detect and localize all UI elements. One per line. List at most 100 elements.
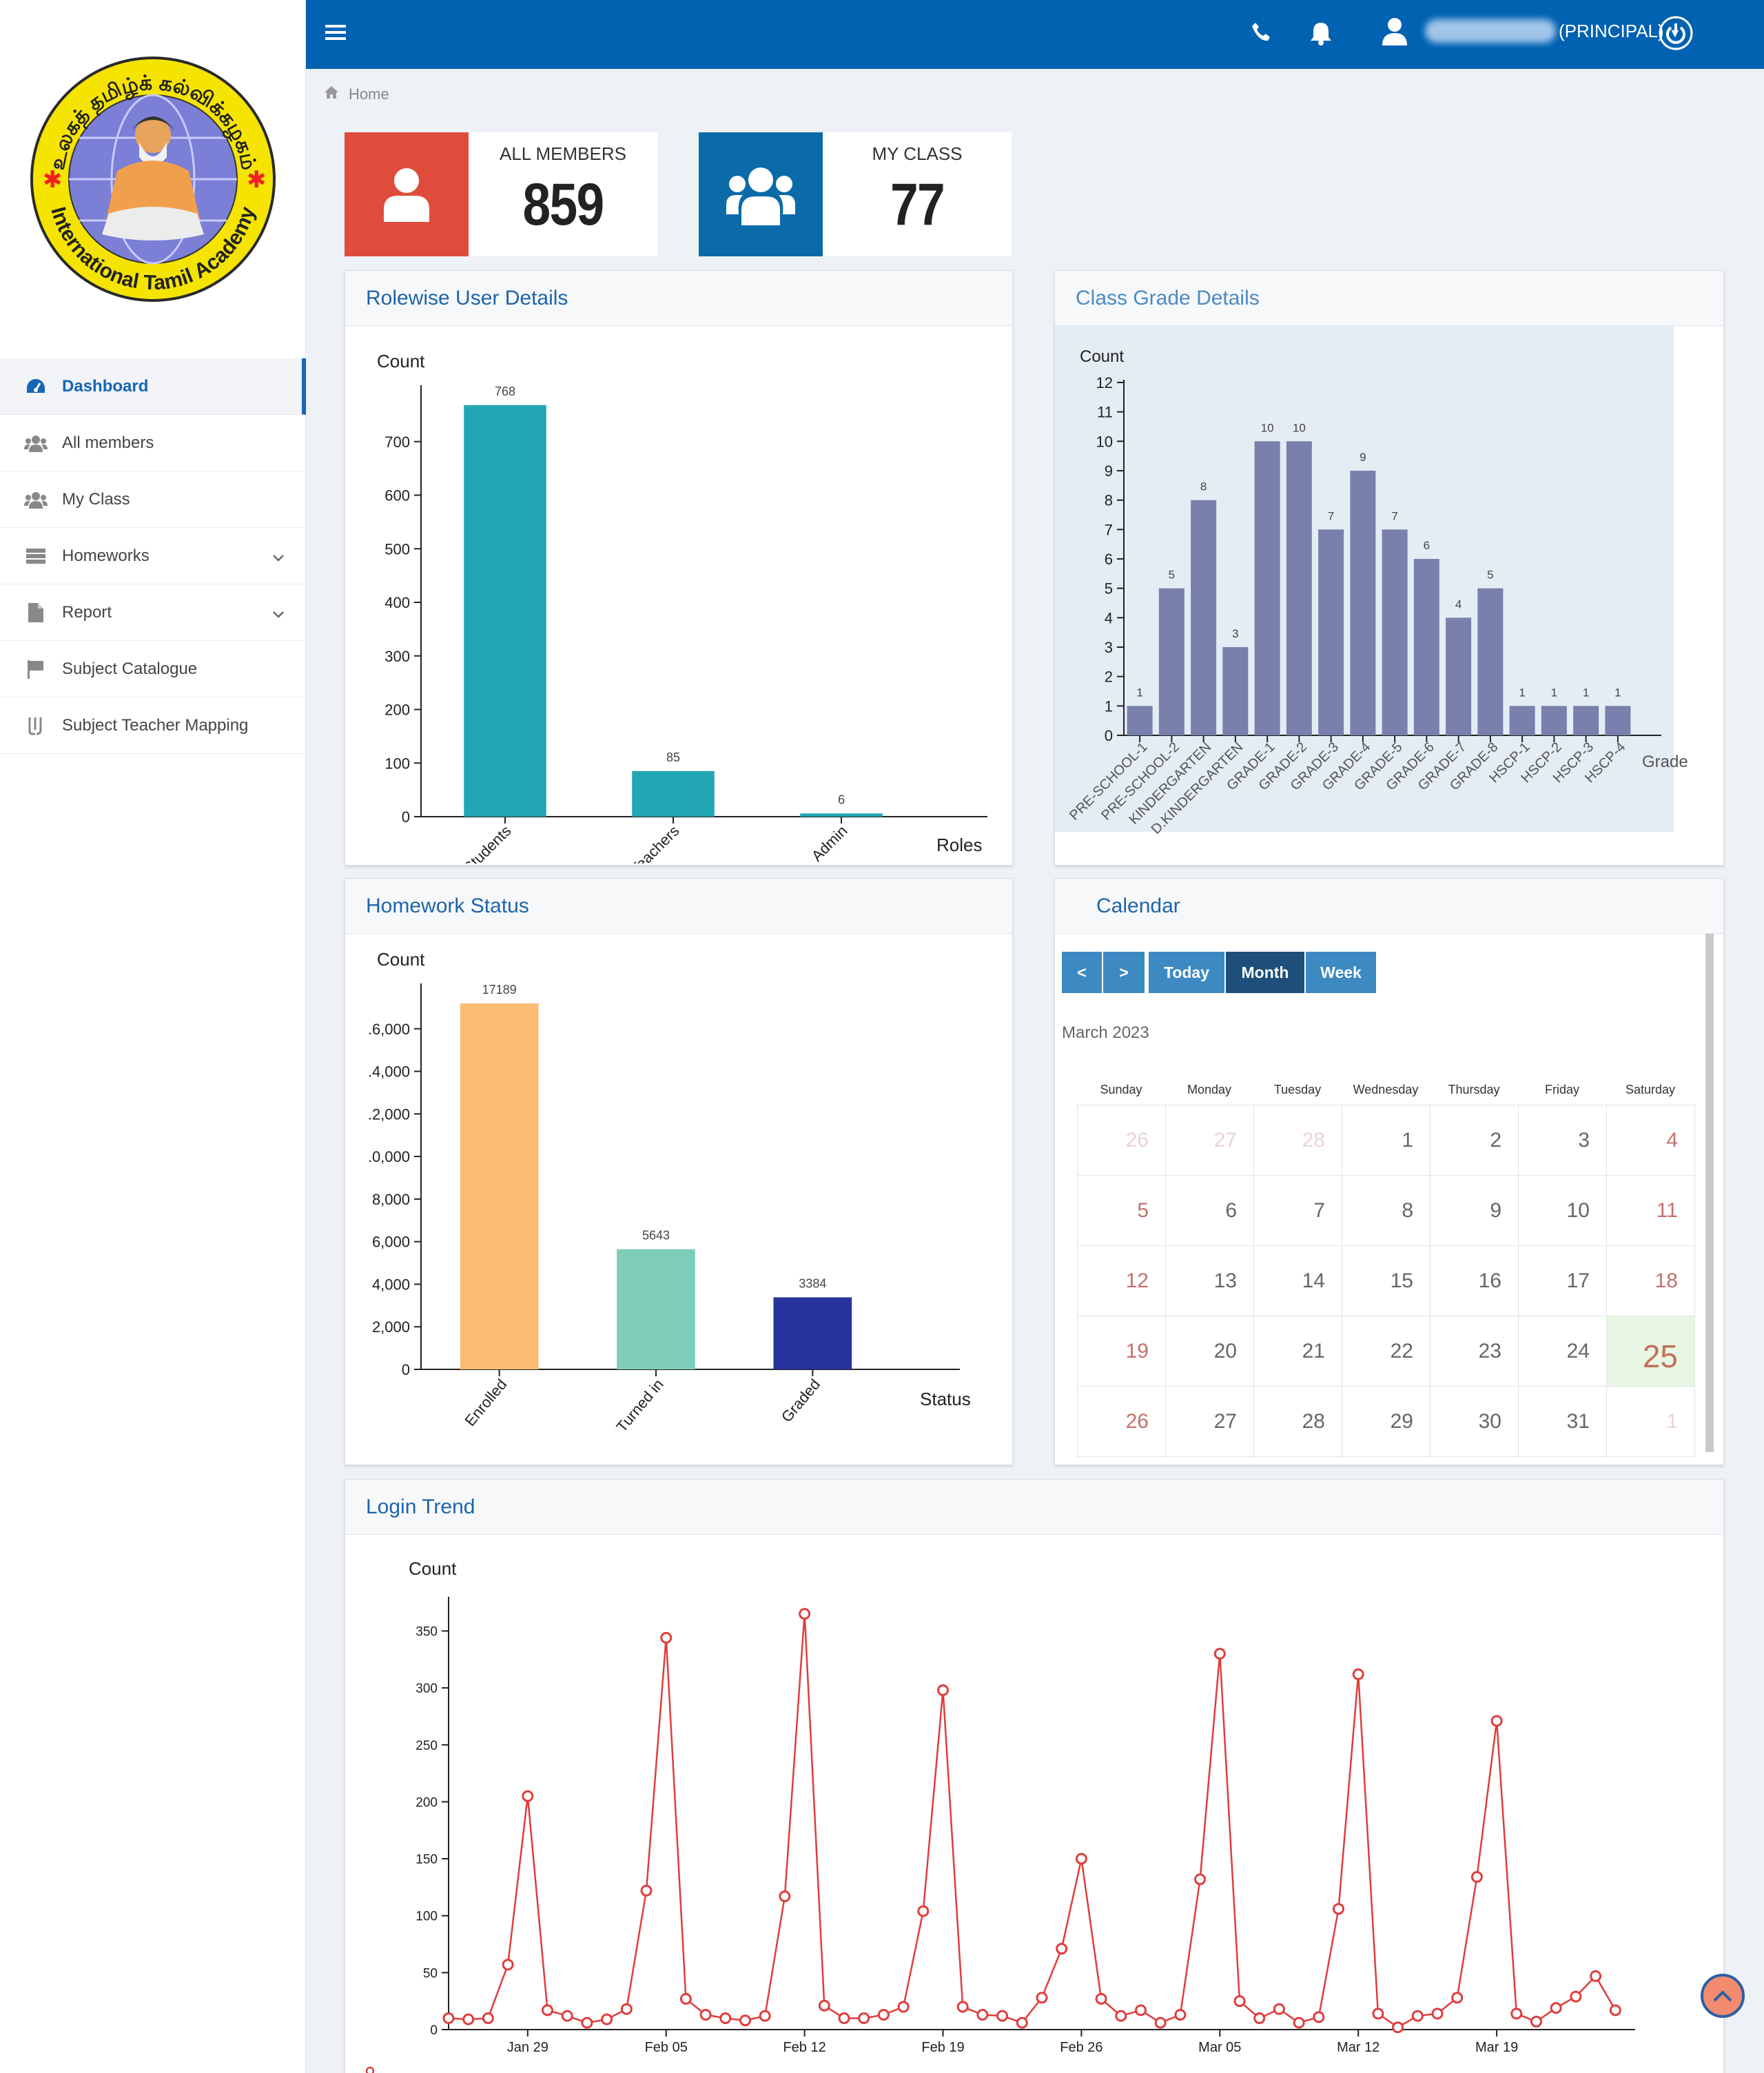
calendar-day[interactable]: 28 [1254, 1105, 1342, 1176]
data-point[interactable] [1530, 2015, 1542, 2028]
data-point[interactable] [601, 2013, 613, 2025]
calendar-day[interactable]: 22 [1342, 1316, 1430, 1387]
data-point[interactable] [1550, 2002, 1562, 2014]
data-point[interactable] [1590, 1970, 1602, 1982]
sidebar-item-all-members[interactable]: All members [0, 415, 306, 471]
data-point[interactable] [620, 2003, 633, 2015]
bar[interactable] [1509, 706, 1535, 735]
calendar-day[interactable]: 2 [1430, 1105, 1519, 1176]
data-point[interactable] [1609, 2004, 1621, 2016]
home-icon[interactable] [324, 85, 339, 103]
bar[interactable] [460, 1003, 539, 1369]
sidebar-item-dashboard[interactable]: Dashboard [0, 358, 306, 415]
sidebar-item-report[interactable]: Report [0, 584, 306, 641]
data-point[interactable] [1174, 2009, 1187, 2021]
data-point[interactable] [442, 2012, 455, 2024]
calendar-day[interactable]: 19 [1078, 1316, 1166, 1387]
calendar-day[interactable]: 4 [1607, 1105, 1695, 1176]
sidebar-item-subject-catalogue[interactable]: Subject Catalogue [0, 641, 306, 697]
data-point[interactable] [858, 2012, 870, 2024]
bar[interactable] [1541, 706, 1567, 735]
calendar-day[interactable]: 14 [1254, 1246, 1342, 1316]
calendar-day[interactable]: 26 [1078, 1105, 1166, 1176]
data-point[interactable] [1293, 2016, 1305, 2029]
data-point[interactable] [502, 1959, 514, 1971]
power-icon[interactable] [1658, 15, 1694, 54]
bar[interactable] [1127, 706, 1153, 735]
calendar-month-button[interactable]: Month [1226, 952, 1306, 993]
bar[interactable] [773, 1297, 852, 1369]
bar[interactable] [1382, 529, 1408, 735]
bar[interactable] [800, 813, 883, 817]
calendar-day[interactable]: 21 [1254, 1316, 1342, 1387]
scroll-to-top-button[interactable] [1701, 1974, 1745, 2018]
calendar-day[interactable]: 27 [1166, 1105, 1254, 1176]
sidebar-item-subject-teacher-mapping[interactable]: Subject Teacher Mapping [0, 697, 306, 754]
calendar-next-button[interactable]: > [1103, 952, 1146, 993]
calendar-day[interactable]: 3 [1519, 1105, 1607, 1176]
data-point[interactable] [1016, 2016, 1028, 2029]
data-point[interactable] [482, 2012, 494, 2024]
sidebar-item-homeworks[interactable]: Homeworks [0, 528, 306, 584]
data-point[interactable] [897, 2001, 910, 2013]
calendar-day[interactable]: 11 [1607, 1176, 1695, 1246]
data-point[interactable] [1392, 2021, 1404, 2034]
data-point[interactable] [976, 2009, 989, 2021]
data-point[interactable] [699, 2009, 712, 2021]
data-point[interactable] [1333, 1903, 1344, 1915]
sidebar-item-my-class[interactable]: My Class [0, 471, 306, 528]
data-point[interactable] [581, 2016, 593, 2029]
bar[interactable] [1350, 471, 1376, 735]
user-icon[interactable] [1381, 17, 1408, 49]
calendar-day[interactable]: 10 [1519, 1176, 1607, 1246]
calendar-day[interactable]: 8 [1342, 1176, 1430, 1246]
data-point[interactable] [1411, 2010, 1424, 2022]
data-point[interactable] [1115, 2010, 1127, 2022]
data-point[interactable] [522, 1790, 534, 1802]
bar[interactable] [632, 770, 715, 817]
data-point[interactable] [1372, 2008, 1384, 2020]
bar[interactable] [1222, 647, 1249, 735]
bar[interactable] [1191, 500, 1217, 735]
data-point[interactable] [1135, 2004, 1147, 2016]
calendar-day[interactable]: 16 [1430, 1246, 1519, 1316]
calendar-day[interactable]: 30 [1430, 1387, 1519, 1457]
data-point[interactable] [779, 1890, 791, 1903]
data-point[interactable] [1570, 1990, 1582, 2003]
calendar-day[interactable]: 7 [1254, 1176, 1342, 1246]
data-point[interactable] [640, 1884, 653, 1897]
calendar-day[interactable]: 31 [1519, 1387, 1607, 1457]
data-point[interactable] [1470, 1871, 1483, 1883]
data-point[interactable] [759, 2010, 771, 2022]
data-point[interactable] [1510, 2008, 1523, 2020]
data-point[interactable] [1431, 2008, 1444, 2020]
data-point[interactable] [1352, 1668, 1364, 1680]
calendar-day[interactable]: 28 [1254, 1387, 1342, 1457]
calendar-day[interactable]: 12 [1078, 1246, 1166, 1316]
data-point[interactable] [818, 1999, 830, 2012]
calendar-day[interactable]: 29 [1342, 1387, 1430, 1457]
data-point[interactable] [1253, 2012, 1266, 2024]
menu-toggle-icon[interactable] [324, 21, 347, 48]
data-point[interactable] [877, 2009, 890, 2021]
bar[interactable] [617, 1249, 695, 1369]
data-point[interactable] [1095, 1992, 1107, 2005]
calendar-day[interactable]: 1 [1342, 1105, 1430, 1176]
data-point[interactable] [799, 1608, 811, 1620]
bar[interactable] [1318, 529, 1344, 735]
calendar-week-button[interactable]: Week [1306, 952, 1377, 993]
calendar-day[interactable]: 1 [1607, 1387, 1695, 1457]
data-point[interactable] [561, 2010, 573, 2022]
calendar-today-button[interactable]: Today [1149, 952, 1226, 993]
data-point[interactable] [1273, 2003, 1285, 2015]
data-point[interactable] [462, 2013, 475, 2025]
bar[interactable] [464, 405, 546, 817]
calendar-day[interactable]: 23 [1430, 1316, 1519, 1387]
data-point[interactable] [542, 2004, 553, 2016]
data-point[interactable] [937, 1684, 949, 1697]
user-menu-toggle[interactable]: (PRINCIPAL) ▼ [1559, 21, 1681, 42]
stat-my-class[interactable]: MY CLASS 77 [699, 132, 1012, 256]
data-point[interactable] [917, 1905, 930, 1917]
calendar-day[interactable]: 20 [1166, 1316, 1254, 1387]
data-point[interactable] [660, 1631, 673, 1644]
